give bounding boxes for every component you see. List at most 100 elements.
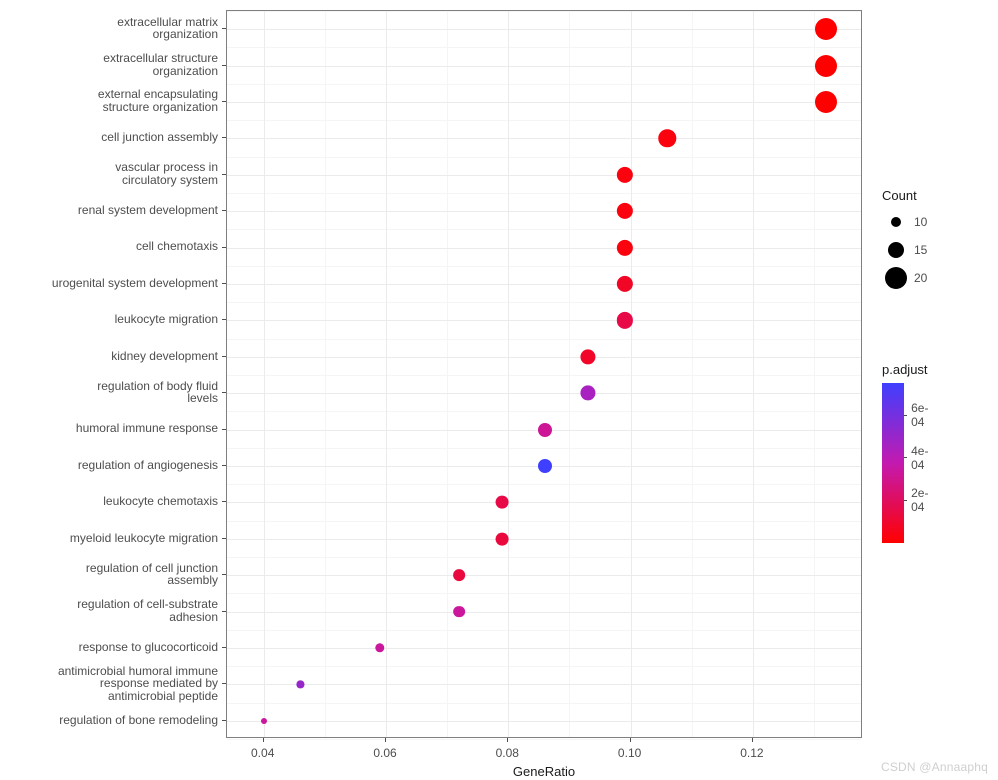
grid-minor-h (227, 11, 861, 12)
data-point (454, 606, 466, 618)
size-legend-title: Count (882, 188, 927, 203)
grid-major-h (227, 320, 861, 321)
grid-major-h (227, 138, 861, 139)
grid-major-v (508, 11, 509, 737)
grid-minor-h (227, 339, 861, 340)
y-axis-label: cell chemotaxis (2, 240, 218, 253)
color-tick: 2e-04 (904, 486, 930, 514)
grid-major-h (227, 284, 861, 285)
grid-major-h (227, 175, 861, 176)
grid-major-h (227, 66, 861, 67)
data-point (580, 349, 595, 364)
color-legend: p.adjust 6e-04 4e-04 2e-04 (882, 362, 928, 543)
grid-major-h (227, 211, 861, 212)
grid-major-v (753, 11, 754, 737)
y-axis-label: extracellular matrix organization (2, 16, 218, 41)
x-axis-tick-label: 0.08 (496, 746, 519, 760)
color-tick: 4e-04 (904, 444, 930, 472)
x-axis-tick-label: 0.12 (740, 746, 763, 760)
y-tick (222, 392, 226, 393)
data-point (375, 643, 384, 652)
grid-minor-h (227, 302, 861, 303)
x-tick (263, 738, 264, 742)
grid-major-h (227, 502, 861, 503)
y-axis-label: regulation of body fluid levels (2, 380, 218, 405)
x-axis-tick-label: 0.04 (251, 746, 274, 760)
size-legend-label: 10 (914, 215, 927, 229)
data-point (580, 386, 595, 401)
size-legend-label: 15 (914, 243, 927, 257)
size-legend-swatch (882, 265, 910, 291)
y-axis-label: regulation of cell-substrate adhesion (2, 598, 218, 623)
grid-major-v (386, 11, 387, 737)
grid-minor-h (227, 375, 861, 376)
data-point (659, 130, 676, 147)
grid-minor-h (227, 157, 861, 158)
size-legend: Count 10 15 20 (882, 188, 927, 293)
y-tick (222, 465, 226, 466)
y-tick (222, 101, 226, 102)
y-tick (222, 283, 226, 284)
grid-minor-h (227, 47, 861, 48)
color-tick-label: 2e-04 (911, 486, 930, 514)
grid-minor-h (227, 521, 861, 522)
color-tick-label: 4e-04 (911, 444, 930, 472)
data-point (815, 18, 837, 40)
y-axis-label: renal system development (2, 204, 218, 217)
data-point (454, 569, 466, 581)
x-tick (385, 738, 386, 742)
size-legend-swatch (882, 237, 910, 263)
grid-minor-h (227, 593, 861, 594)
y-axis-label: regulation of cell junction assembly (2, 562, 218, 587)
y-axis-label: extracellular structure organization (2, 52, 218, 77)
y-tick (222, 28, 226, 29)
y-tick (222, 356, 226, 357)
y-axis-label: response to glucocorticoid (2, 641, 218, 654)
grid-major-h (227, 357, 861, 358)
data-point (261, 718, 267, 724)
y-axis-label: myeloid leukocyte migration (2, 532, 218, 545)
y-axis-label: cell junction assembly (2, 131, 218, 144)
grid-minor-h (227, 484, 861, 485)
grid-minor-h (227, 193, 861, 194)
x-tick (630, 738, 631, 742)
data-point (496, 496, 509, 509)
y-tick (222, 647, 226, 648)
data-point (538, 423, 552, 437)
grid-major-h (227, 248, 861, 249)
grid-major-h (227, 393, 861, 394)
y-tick (222, 538, 226, 539)
color-legend-title: p.adjust (882, 362, 928, 377)
grid-major-v (631, 11, 632, 737)
plot-panel (226, 10, 862, 738)
color-bar-wrap: 6e-04 4e-04 2e-04 (882, 383, 928, 543)
size-legend-row: 15 (882, 237, 927, 263)
grid-minor-h (227, 448, 861, 449)
grid-major-h (227, 721, 861, 722)
color-tick-line (904, 457, 907, 458)
size-legend-row: 10 (882, 209, 927, 235)
data-point (815, 55, 837, 77)
y-tick (222, 501, 226, 502)
grid-minor-h (227, 266, 861, 267)
grid-minor-h (227, 739, 861, 740)
grid-minor-h (227, 120, 861, 121)
x-tick (752, 738, 753, 742)
y-axis-label: leukocyte chemotaxis (2, 495, 218, 508)
data-point (496, 532, 509, 545)
grid-minor-h (227, 411, 861, 412)
grid-major-h (227, 29, 861, 30)
y-tick (222, 174, 226, 175)
x-axis-title: GeneRatio (513, 764, 575, 779)
data-point (538, 459, 552, 473)
y-axis-label: regulation of angiogenesis (2, 459, 218, 472)
size-legend-swatch (882, 209, 910, 235)
grid-minor-h (227, 630, 861, 631)
size-legend-label: 20 (914, 271, 927, 285)
y-axis-label: urogenital system development (2, 277, 218, 290)
y-axis-label: external encapsulating structure organiz… (2, 88, 218, 113)
color-tick-line (904, 500, 907, 501)
color-tick: 6e-04 (904, 401, 930, 429)
grid-minor-h (227, 666, 861, 667)
y-tick (222, 720, 226, 721)
